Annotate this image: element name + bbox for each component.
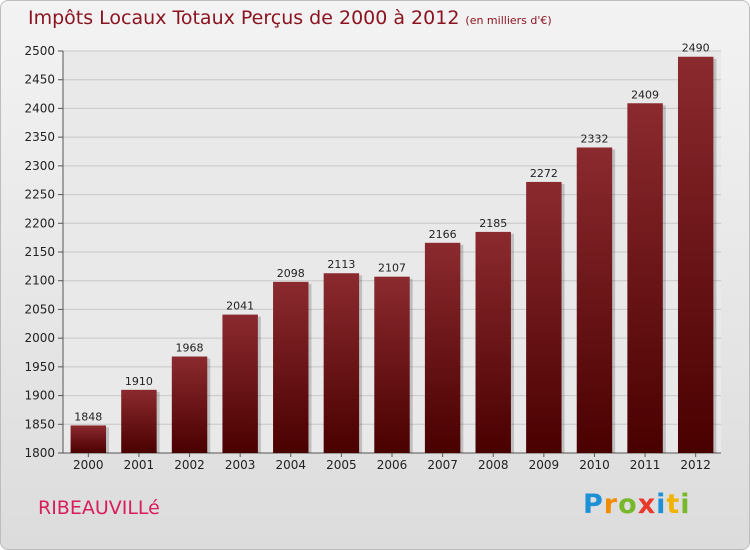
chart-title-text: Impôts Locaux Totaux Perçus de 2000 à 20… <box>28 7 460 29</box>
x-tick-label: 2011 <box>630 458 661 472</box>
proxiti-logo: Proxiti <box>583 489 691 520</box>
bar-value-label: 2166 <box>429 228 457 241</box>
y-tick-label: 1850 <box>24 417 55 431</box>
y-tick-label: 2350 <box>24 130 55 144</box>
y-tick-label: 2150 <box>24 245 55 259</box>
y-tick-label: 2050 <box>24 302 55 316</box>
bar-value-label: 1968 <box>176 342 204 355</box>
bar <box>424 242 461 453</box>
x-tick-label: 2009 <box>529 458 560 472</box>
y-tick-label: 1800 <box>24 446 55 460</box>
bar <box>576 147 613 454</box>
y-tick-label: 2250 <box>24 188 55 202</box>
bar-value-label: 1910 <box>125 375 153 388</box>
bar-value-label: 2107 <box>378 262 406 275</box>
x-tick-label: 2005 <box>326 458 357 472</box>
y-tick-label: 1900 <box>24 389 55 403</box>
x-tick-label: 2003 <box>225 458 256 472</box>
y-tick-label: 2200 <box>24 216 55 230</box>
y-tick-label: 2450 <box>24 73 55 87</box>
bar-value-label: 2185 <box>479 217 507 230</box>
bar-value-label: 2332 <box>580 132 608 145</box>
y-tick-label: 2400 <box>24 101 55 115</box>
bar <box>374 276 410 453</box>
x-tick-label: 2001 <box>124 458 155 472</box>
bar-value-label: 2041 <box>226 300 254 313</box>
y-tick-label: 2300 <box>24 159 55 173</box>
bar-value-label: 2113 <box>327 258 355 271</box>
bar <box>627 103 663 453</box>
x-tick-label: 2008 <box>478 458 509 472</box>
bar <box>677 56 714 453</box>
bar-value-label: 2409 <box>631 88 659 101</box>
x-tick-label: 2006 <box>377 458 408 472</box>
bar <box>273 281 309 453</box>
chart-unit: (en milliers d'€) <box>465 14 552 27</box>
bar <box>171 356 208 453</box>
x-tick-label: 2007 <box>427 458 458 472</box>
y-tick-label: 2500 <box>24 44 55 58</box>
bar-value-label: 2490 <box>682 42 710 55</box>
x-tick-label: 2004 <box>275 458 306 472</box>
chart-title: Impôts Locaux Totaux Perçus de 2000 à 20… <box>28 7 552 29</box>
bar <box>475 231 511 453</box>
bar <box>222 314 258 453</box>
bar <box>323 273 360 453</box>
x-tick-label: 2002 <box>174 458 205 472</box>
x-tick-label: 2010 <box>579 458 610 472</box>
y-tick-label: 2000 <box>24 331 55 345</box>
bar <box>526 181 562 454</box>
bar-value-label: 2098 <box>277 267 305 280</box>
y-tick-label: 2100 <box>24 274 55 288</box>
bar <box>70 425 107 453</box>
bar <box>121 389 157 453</box>
y-tick-label: 1950 <box>24 360 55 374</box>
x-tick-label: 2000 <box>73 458 104 472</box>
bar-value-label: 2272 <box>530 167 558 180</box>
city-name: RIBEAUVILLé <box>38 497 160 519</box>
x-tick-label: 2012 <box>680 458 711 472</box>
bar-value-label: 1848 <box>74 410 102 423</box>
